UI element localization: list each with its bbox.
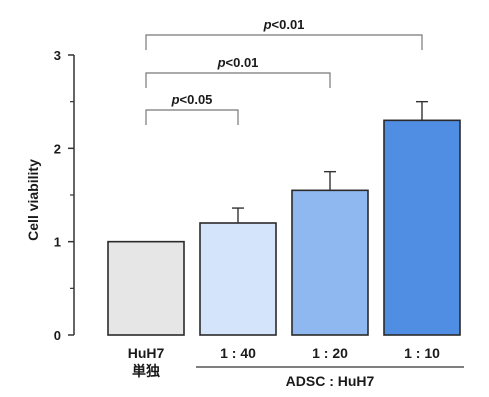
bar <box>107 240 185 336</box>
significance-bracket <box>145 34 423 50</box>
y-tick-label: 1 <box>54 235 61 250</box>
y-axis-title: Cell viability <box>25 159 41 241</box>
significance-bracket <box>145 109 239 125</box>
y-tick-label: 3 <box>54 48 61 63</box>
significance-brackets: p<0.05 p<0.01 p<0.01 <box>145 17 423 125</box>
bar <box>383 119 461 336</box>
x-category-label: 単独 <box>132 363 160 379</box>
bar <box>291 189 369 336</box>
y-tick-label: 2 <box>54 141 61 156</box>
x-category-label: 1 : 10 <box>404 345 440 361</box>
significance-bracket <box>145 72 331 88</box>
y-axis: 0 1 2 3 <box>54 48 75 343</box>
x-category-label: HuH7 <box>128 345 165 361</box>
x-axis-labels: HuH7 単独 1 : 40 1 : 20 1 : 10 ADSC : HuH7 <box>128 345 464 389</box>
significance-label: p<0.05 <box>171 92 213 107</box>
x-category-label: 1 : 40 <box>220 345 256 361</box>
bar <box>199 222 277 336</box>
x-category-label: 1 : 20 <box>312 345 348 361</box>
error-bars <box>232 100 428 223</box>
y-tick-label: 0 <box>54 328 61 343</box>
significance-label: p<0.01 <box>217 55 259 70</box>
group-label: ADSC : HuH7 <box>286 373 375 389</box>
bars <box>107 119 461 336</box>
significance-label: p<0.01 <box>263 17 305 32</box>
